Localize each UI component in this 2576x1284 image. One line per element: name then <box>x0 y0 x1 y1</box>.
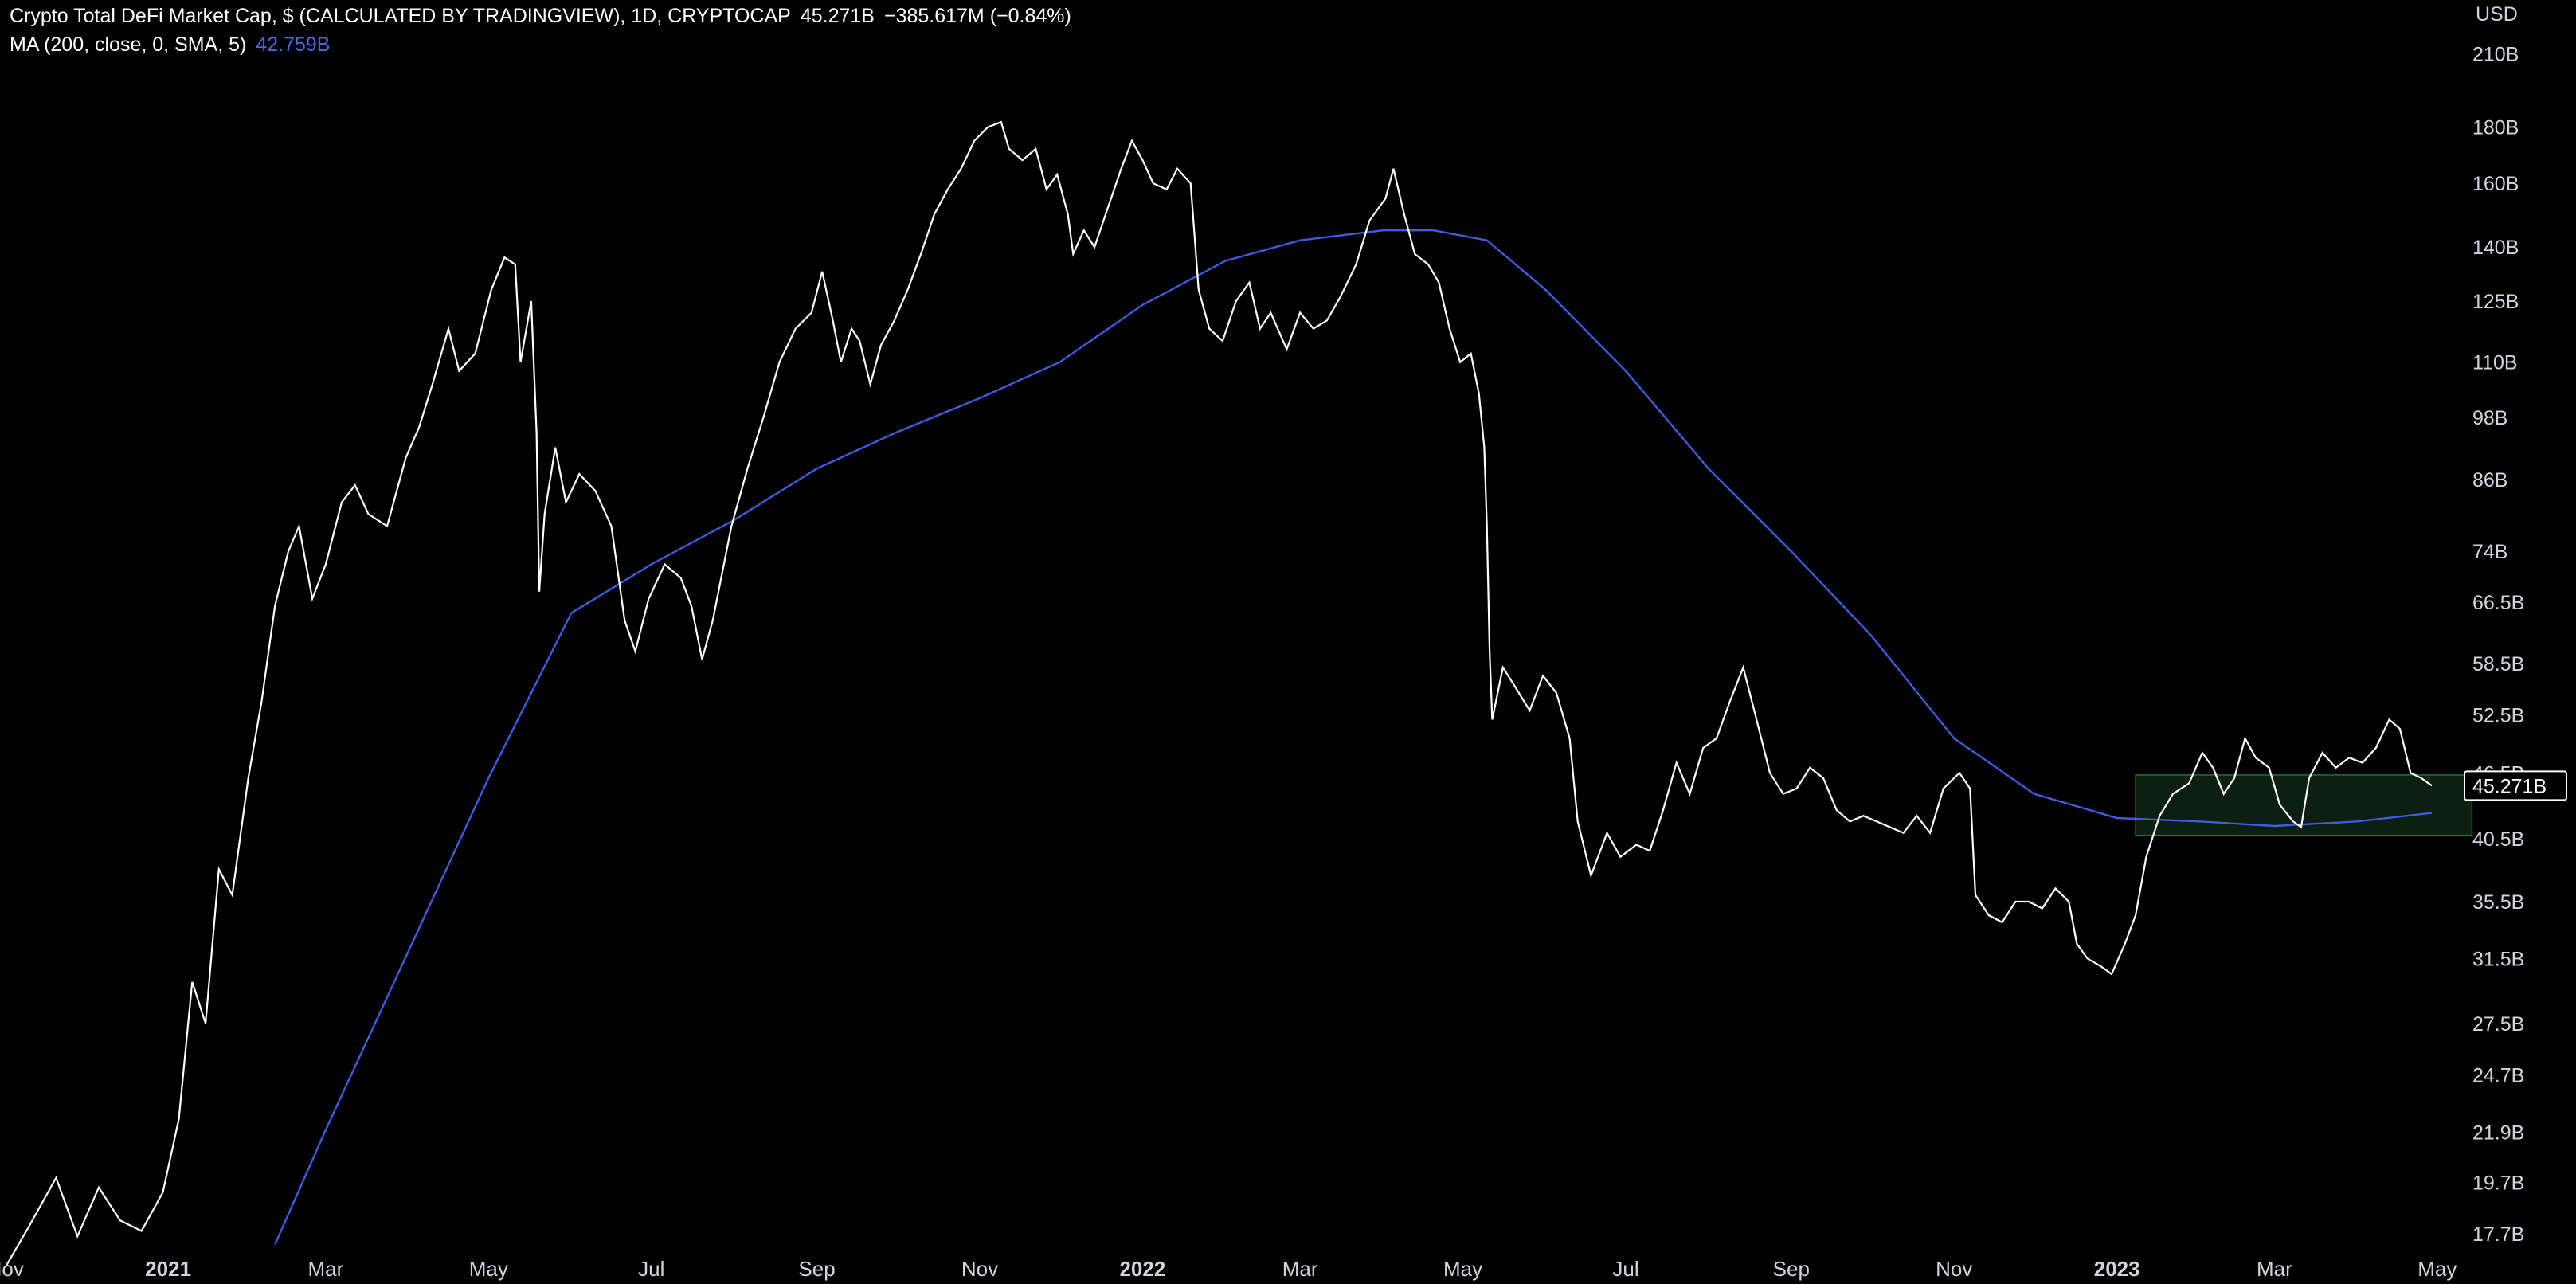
indicator-legend[interactable]: MA (200, close, 0, SMA, 5) 42.759B <box>10 33 330 57</box>
y-tick-label: 140B <box>2472 237 2519 259</box>
y-tick-label: 66.5B <box>2472 592 2524 614</box>
y-tick-label: 52.5B <box>2472 705 2524 727</box>
currency-unit-label: USD <box>2476 3 2518 25</box>
y-tick-label: 180B <box>2472 117 2519 139</box>
last-price-label: 45.271B <box>2472 775 2547 797</box>
x-tick-label: Nov <box>961 1257 998 1281</box>
y-tick-label: 86B <box>2472 469 2507 491</box>
x-tick-label: May <box>2417 1257 2457 1281</box>
ma-indicator-label: MA (200, close, 0, SMA, 5) <box>10 33 247 56</box>
x-tick-label: Mar <box>1282 1257 1318 1281</box>
x-tick-label: Sep <box>1773 1257 1810 1281</box>
price-scale[interactable]: USD 17.7B 19.7B 21.9B 24.7B 27.5B 31.5B 35.5B 4… <box>2472 3 2524 1246</box>
price-series-line <box>4 120 2433 1268</box>
y-tick-label: 19.7B <box>2472 1172 2524 1195</box>
x-tick-label: Mar <box>307 1257 343 1281</box>
x-tick-label: 2021 <box>145 1257 191 1281</box>
y-tick-label: 210B <box>2472 43 2519 65</box>
y-tick-label: 35.5B <box>2472 891 2524 914</box>
x-tick-label: May <box>1443 1257 1482 1281</box>
x-tick-label: Mar <box>2257 1257 2292 1281</box>
x-tick-label: Sep <box>798 1257 835 1281</box>
y-tick-label: 110B <box>2472 352 2518 374</box>
change-value: −385.617M (−0.84%) <box>883 5 1071 27</box>
y-tick-label: 27.5B <box>2472 1013 2524 1035</box>
x-tick-label: 2023 <box>2094 1257 2140 1281</box>
last-price-tag: 45.271B <box>2464 770 2567 801</box>
series-legend[interactable]: Crypto Total DeFi Market Cap, $ (CALCULA… <box>10 5 1071 28</box>
symbol-description: Crypto Total DeFi Market Cap, $ (CALCULA… <box>10 5 791 27</box>
y-tick-label: 98B <box>2472 407 2507 429</box>
y-tick-label: 17.7B <box>2472 1223 2524 1246</box>
y-tick-label: 58.5B <box>2472 653 2524 675</box>
x-tick-label: Nov <box>1936 1257 1972 1281</box>
y-tick-label: 31.5B <box>2472 949 2524 971</box>
x-tick-label: Jul <box>1612 1257 1638 1281</box>
y-tick-label: 160B <box>2472 173 2519 195</box>
ma-indicator-value: 42.759B <box>256 33 331 56</box>
y-tick-label: 21.9B <box>2472 1122 2524 1144</box>
x-tick-label: 2022 <box>1119 1257 1165 1281</box>
ma-200-line <box>274 229 2433 1245</box>
y-tick-label: 74B <box>2472 541 2507 563</box>
x-tick-label: May <box>469 1257 508 1281</box>
y-tick-label: 40.5B <box>2472 828 2524 851</box>
last-value: 45.271B <box>800 5 875 27</box>
x-tick-label: Nov <box>0 1257 24 1281</box>
x-tick-label: Jul <box>638 1257 664 1281</box>
y-tick-label: 125B <box>2472 291 2519 313</box>
y-tick-label: 24.7B <box>2472 1064 2524 1086</box>
consolidation-range-box <box>2135 774 2473 836</box>
time-scale[interactable]: Nov 2021 Mar May Jul Sep Nov 2022 Mar May Jul Sep No… <box>0 1257 2457 1281</box>
